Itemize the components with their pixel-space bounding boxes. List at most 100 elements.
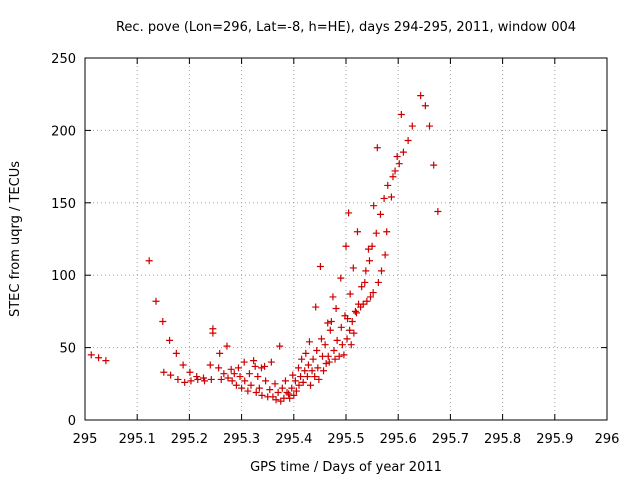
data-point — [294, 364, 302, 372]
data-point — [353, 228, 361, 236]
data-point — [363, 297, 371, 305]
data-point — [236, 373, 244, 381]
x-tick-label: 295.4 — [275, 432, 312, 447]
data-point — [302, 349, 310, 357]
x-tick-label: 295.1 — [119, 432, 156, 447]
data-point — [281, 377, 289, 385]
data-point — [312, 303, 320, 311]
data-point — [288, 384, 296, 392]
data-point — [234, 364, 242, 372]
y-tick-label: 50 — [59, 342, 76, 357]
y-tick-label: 0 — [68, 414, 76, 429]
data-point — [399, 148, 407, 156]
data-point — [376, 210, 384, 218]
data-point — [349, 264, 357, 272]
data-point — [232, 381, 240, 389]
data-point — [286, 394, 294, 402]
data-point — [340, 351, 348, 359]
x-tick-label: 295.7 — [432, 432, 469, 447]
data-point — [311, 373, 319, 381]
data-point — [345, 209, 353, 217]
data-point — [271, 380, 279, 388]
data-point — [152, 297, 160, 305]
data-point — [289, 371, 297, 379]
data-point — [338, 341, 346, 349]
y-tick-label: 100 — [51, 269, 76, 284]
y-tick-label: 250 — [51, 52, 76, 67]
data-point — [322, 360, 330, 368]
data-point — [348, 318, 356, 326]
data-point — [347, 341, 355, 349]
data-point — [187, 377, 195, 385]
data-point — [304, 361, 312, 369]
data-point — [262, 377, 270, 385]
chart-title: Rec. pove (Lon=296, Lat=-8, h=HE), days … — [116, 20, 576, 35]
data-point — [266, 386, 274, 394]
data-point — [333, 336, 341, 344]
data-point — [384, 181, 392, 189]
data-point — [346, 326, 354, 334]
data-point — [372, 229, 380, 237]
data-point — [295, 381, 303, 389]
data-point — [320, 367, 328, 375]
data-point — [316, 263, 324, 271]
data-point — [257, 364, 265, 372]
data-point — [343, 335, 351, 343]
data-point — [215, 364, 223, 372]
data-point — [380, 194, 388, 202]
x-tick-label: 295 — [73, 432, 98, 447]
data-point — [314, 364, 322, 372]
x-tick-label: 295.2 — [171, 432, 208, 447]
data-point — [329, 293, 337, 301]
data-point — [87, 351, 95, 359]
data-point — [290, 391, 298, 399]
data-point — [276, 342, 284, 350]
data-point — [224, 374, 232, 382]
data-point — [417, 92, 425, 100]
data-point — [159, 318, 167, 326]
data-point — [95, 354, 103, 362]
data-point — [430, 161, 438, 169]
data-point — [274, 388, 282, 396]
data-point — [377, 267, 385, 275]
data-point — [254, 373, 262, 381]
data-point — [299, 378, 307, 386]
x-tick-label: 295.6 — [380, 432, 417, 447]
data-point — [344, 315, 352, 323]
data-point — [303, 373, 311, 381]
data-point — [201, 377, 209, 385]
data-point — [359, 300, 367, 308]
data-point — [351, 307, 359, 315]
data-point — [145, 257, 153, 265]
grid-lines — [85, 58, 607, 420]
data-point — [102, 357, 110, 365]
data-point — [258, 391, 266, 399]
data-point — [362, 267, 370, 275]
data-point — [301, 367, 309, 375]
data-point — [278, 384, 286, 392]
data-point — [365, 257, 373, 265]
data-point — [292, 387, 300, 395]
data-point — [346, 290, 354, 298]
data-point — [216, 349, 224, 357]
data-points — [87, 92, 442, 405]
data-point — [305, 338, 313, 346]
data-point — [228, 377, 236, 385]
data-point — [238, 384, 246, 392]
data-point — [174, 375, 182, 383]
data-point — [166, 336, 174, 344]
data-point — [241, 377, 249, 385]
data-point — [223, 342, 231, 350]
data-point — [393, 152, 401, 160]
data-point — [244, 387, 252, 395]
data-point — [307, 381, 315, 389]
data-point — [298, 355, 306, 363]
data-point — [283, 388, 291, 396]
data-point — [397, 110, 405, 118]
data-point — [181, 378, 189, 386]
x-tick-label: 296 — [595, 432, 620, 447]
data-point — [308, 367, 316, 375]
data-point — [337, 323, 345, 331]
data-point — [383, 228, 391, 236]
